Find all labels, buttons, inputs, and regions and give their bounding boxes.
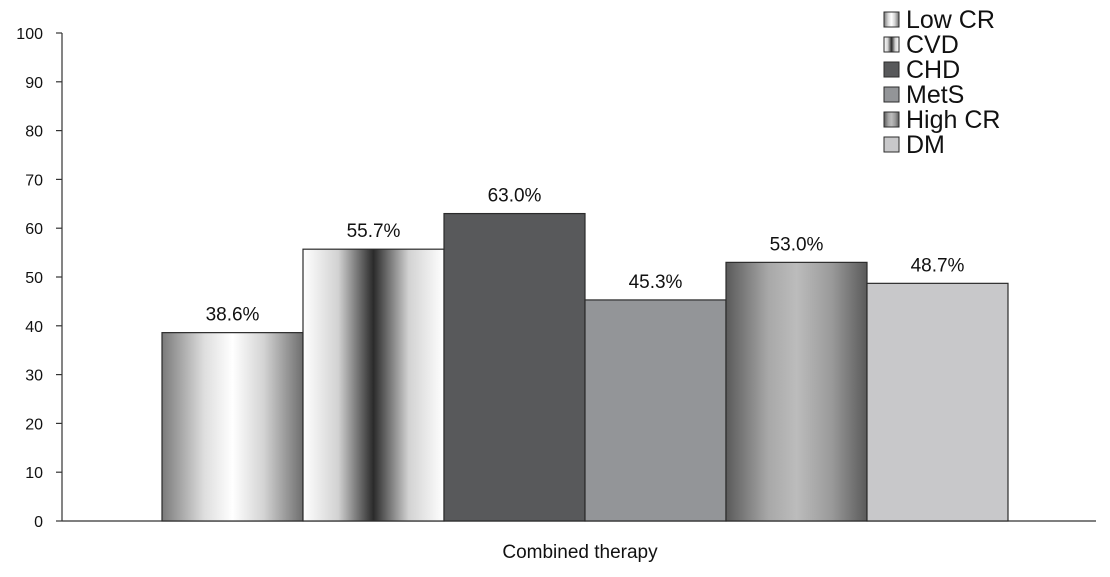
data-label: 55.7% [347,221,401,242]
data-label: 48.7% [911,255,965,276]
legend-swatch [883,111,900,128]
y-tick-label: 30 [25,368,43,385]
legend-label: MetS [906,81,964,109]
y-tick-label: 60 [25,221,43,238]
legend-swatch [883,86,900,103]
legend-label: Low CR [906,6,995,34]
y-tick-label: 10 [25,465,43,482]
data-label: 53.0% [770,234,824,255]
data-label: 38.6% [206,305,260,326]
bar-mets [584,299,727,522]
bar-low-cr [161,332,304,522]
y-tick-label: 100 [16,26,43,43]
bar-cvd [302,248,445,522]
y-tick-label: 50 [25,270,43,287]
legend-swatch [883,11,900,28]
legend-swatch [883,136,900,153]
y-tick-label: 40 [25,319,43,336]
bar-chd [443,212,586,522]
y-tick-label: 0 [34,514,43,531]
bar-high-cr [725,261,868,522]
data-label: 45.3% [629,272,683,293]
y-tick-label: 70 [25,172,43,189]
y-tick-label: 20 [25,416,43,433]
legend-label: CVD [906,31,959,59]
legend-label: CHD [906,56,960,84]
data-label: 63.0% [488,186,542,207]
legend-label: High CR [906,106,1000,134]
legend-swatch [883,36,900,53]
legend-label: DM [906,131,945,159]
y-tick-label: 90 [25,75,43,92]
y-tick-label: 80 [25,124,43,141]
legend-swatch [883,61,900,78]
x-axis-title: Combined therapy [502,542,658,563]
bar-dm [866,282,1009,522]
